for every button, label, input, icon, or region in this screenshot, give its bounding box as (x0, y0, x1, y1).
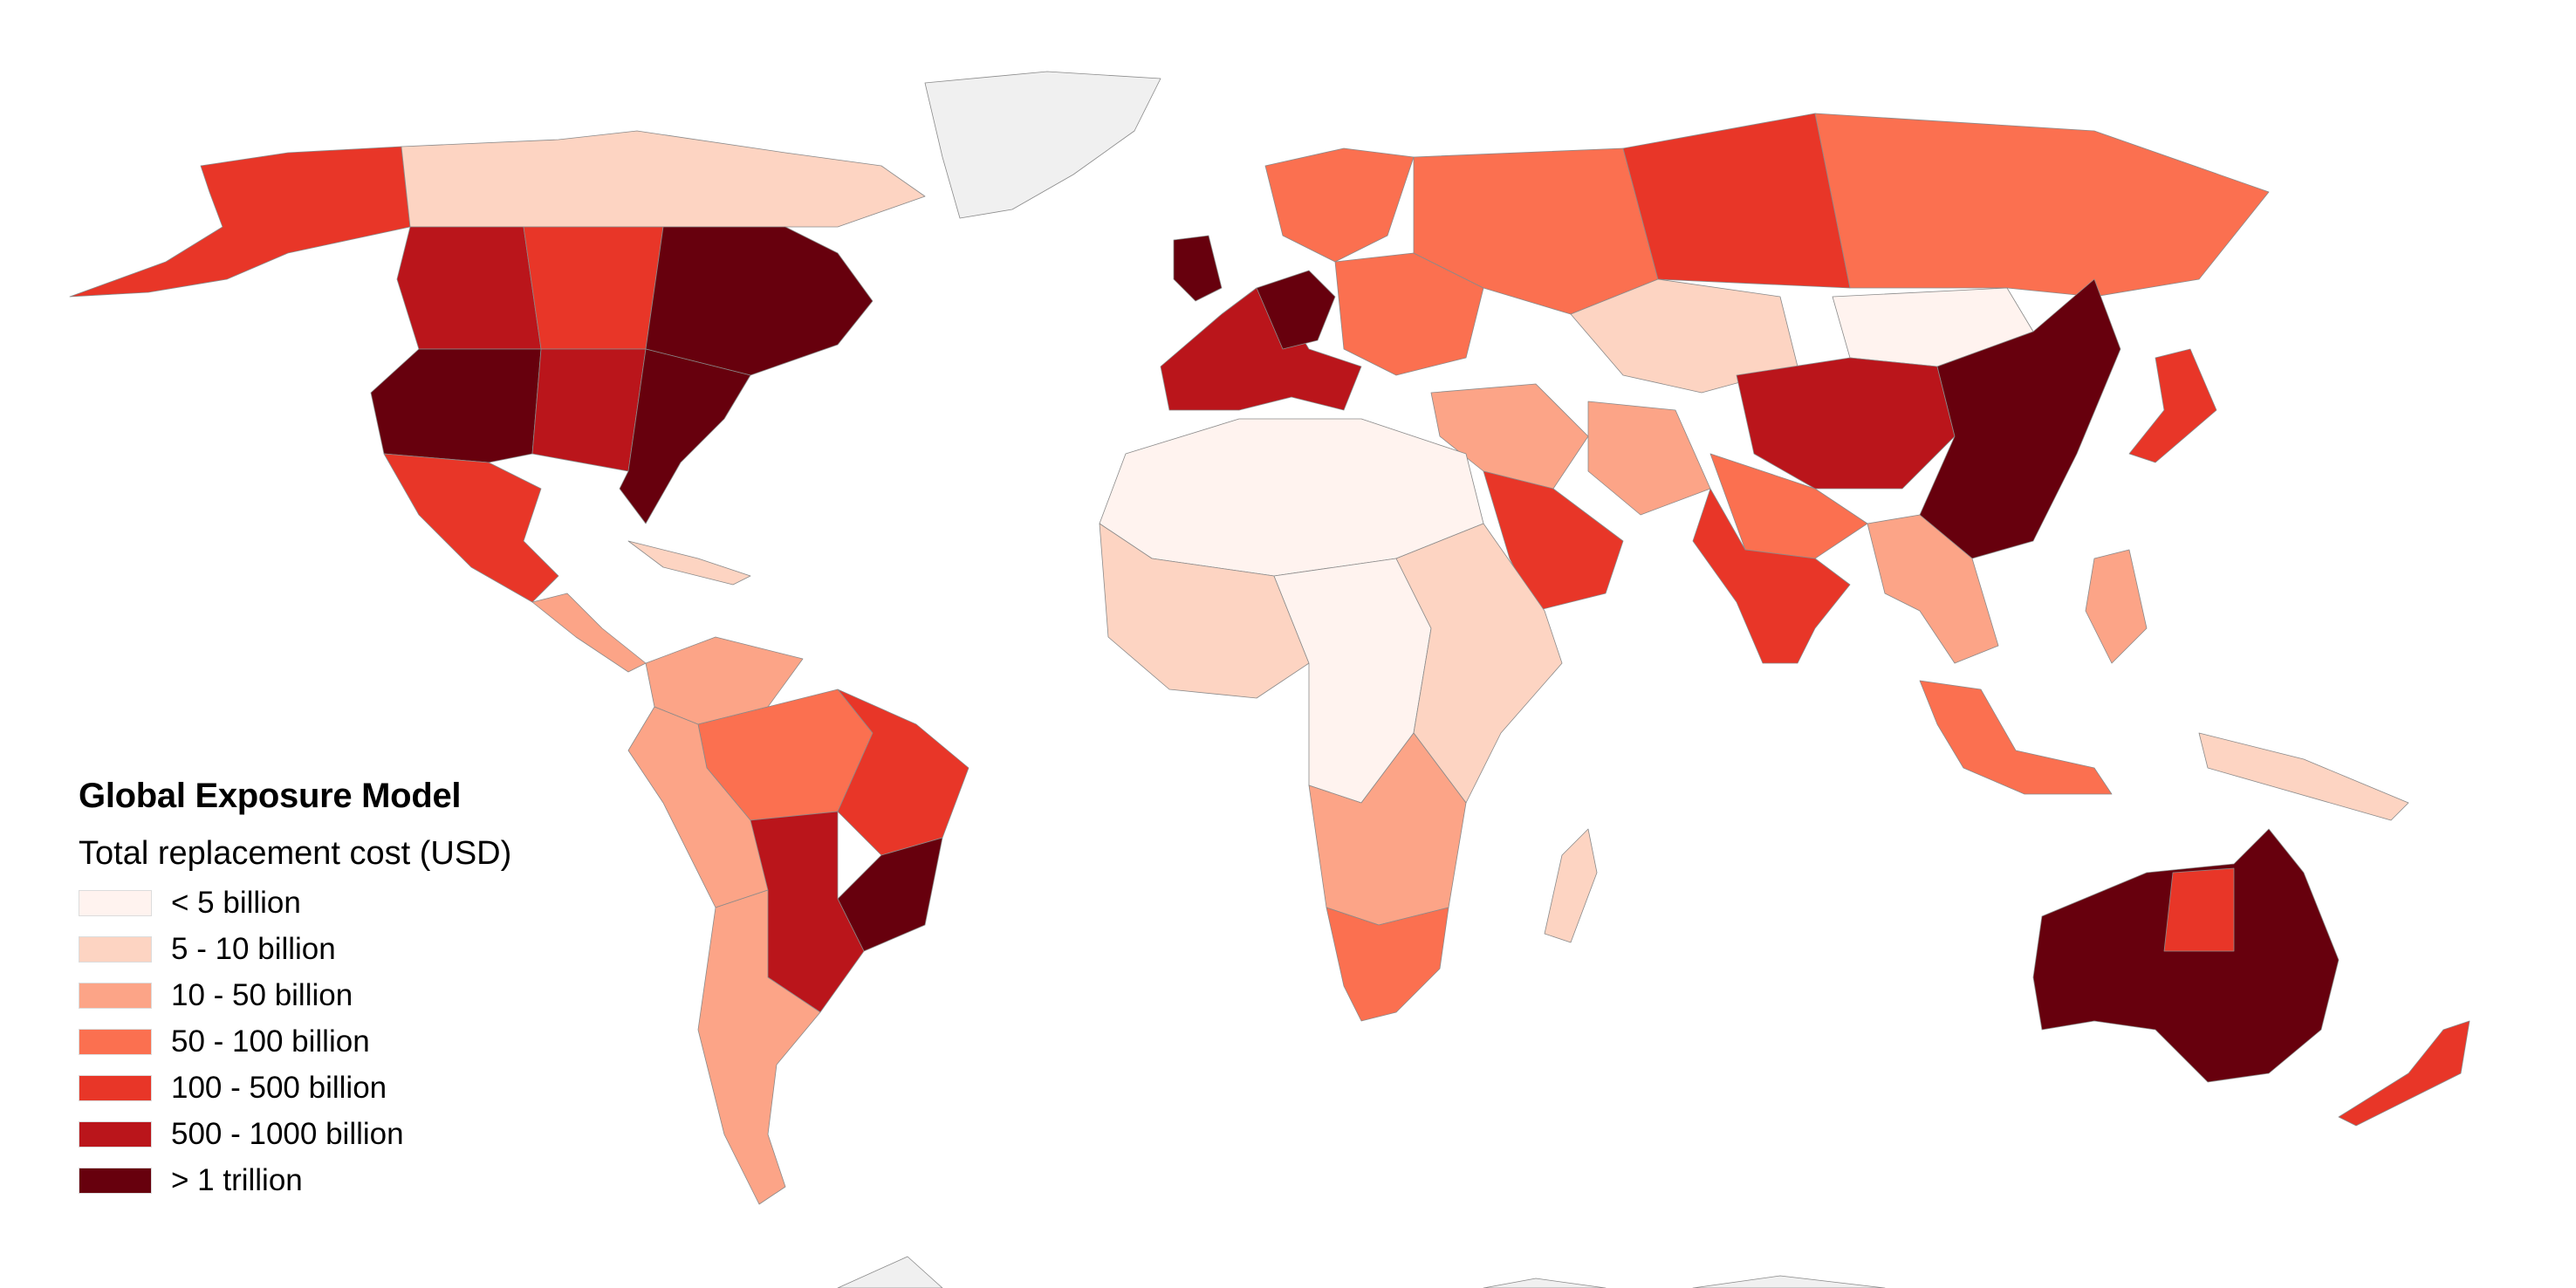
legend-item: 50 - 100 billion (79, 1018, 511, 1065)
legend-swatch (79, 1120, 152, 1148)
legend-items: < 5 billion 5 - 10 billion 10 - 50 billion… (79, 880, 511, 1203)
legend-swatch (79, 1167, 152, 1194)
region-usa-central (531, 348, 647, 472)
region-south-africa (1326, 907, 1449, 1022)
map-legend: Global Exposure Model Total replacement … (79, 777, 511, 1203)
region-russia-central (1622, 113, 1851, 289)
region-southeast-asia (1867, 514, 1999, 664)
legend-label: 50 - 100 billion (171, 1024, 370, 1058)
legend-item: > 1 trillion (79, 1157, 511, 1203)
region-indonesia (1919, 680, 2113, 795)
region-australia-center (2163, 867, 2235, 952)
region-india-north (1709, 453, 1868, 559)
region-uk (1173, 235, 1223, 302)
region-madagascar (1544, 828, 1598, 943)
legend-swatch (79, 982, 152, 1009)
region-brazil-northeast (837, 689, 969, 856)
region-greenland (924, 71, 1161, 219)
legend-label: < 5 billion (171, 885, 301, 920)
region-usa-east (619, 348, 751, 524)
region-western-europe (1160, 287, 1362, 411)
region-canada-north (401, 130, 926, 228)
legend-label: 10 - 50 billion (171, 977, 353, 1012)
region-canada-west (396, 226, 542, 350)
region-germany (1256, 270, 1336, 350)
legend-item: 5 - 10 billion (79, 926, 511, 972)
legend-swatch (79, 889, 152, 916)
region-philippines (2085, 549, 2148, 664)
region-argentina-chile (697, 889, 821, 1205)
region-new-zealand (2338, 1020, 2470, 1127)
region-west-africa (1099, 523, 1310, 699)
legend-swatch (79, 1074, 152, 1101)
region-alaska (69, 146, 411, 298)
region-china-east (1919, 278, 2121, 559)
legend-label: 500 - 1000 billion (171, 1116, 404, 1151)
region-papua (2198, 732, 2409, 821)
region-antarctica (837, 1256, 1886, 1288)
region-iran (1587, 401, 1711, 516)
legend-item: < 5 billion (79, 880, 511, 926)
region-australia (2032, 828, 2340, 1083)
legend-item: 100 - 500 billion (79, 1065, 511, 1111)
legend-swatch (79, 1028, 152, 1055)
legend-item: 500 - 1000 billion (79, 1111, 511, 1157)
legend-swatch (79, 935, 152, 963)
region-china-west (1736, 357, 1956, 490)
region-japan (2128, 348, 2217, 463)
region-east-africa (1395, 523, 1563, 804)
region-canada-prairies (523, 226, 664, 350)
region-canada-east (645, 226, 874, 376)
region-scandinavia (1264, 147, 1415, 263)
legend-item: 10 - 50 billion (79, 972, 511, 1018)
region-central-america (531, 593, 647, 673)
legend-label: 5 - 10 billion (171, 931, 336, 966)
region-mexico (383, 453, 559, 603)
region-caribbean (627, 540, 751, 586)
legend-subtitle: Total replacement cost (USD) (79, 835, 512, 872)
region-usa-west (370, 348, 542, 463)
region-russia-east (1814, 113, 2270, 298)
legend-title: Global Exposure Model (79, 777, 462, 815)
legend-label: > 1 trillion (171, 1162, 303, 1197)
region-india (1692, 488, 1851, 664)
legend-label: 100 - 500 billion (171, 1070, 387, 1105)
